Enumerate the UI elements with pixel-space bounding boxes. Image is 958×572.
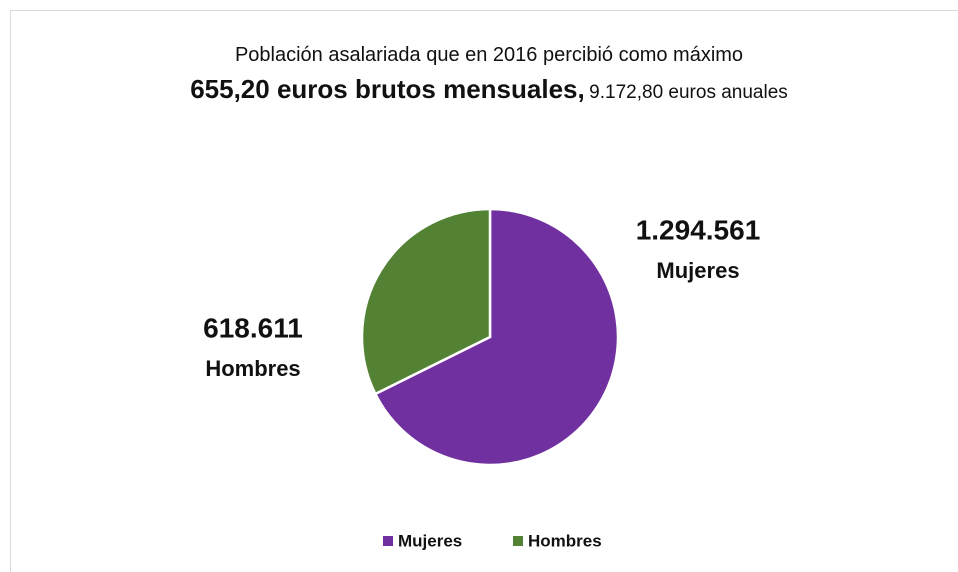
data-label: 618.611 [203,312,303,343]
title-bold: 655,20 euros brutos mensuales, [190,74,585,104]
title-rest: 9.172,80 euros anuales [589,82,788,103]
chart-border [10,10,958,572]
pie-slice [373,207,620,467]
legend-label: Hombres [528,531,602,550]
legend-label: Mujeres [398,531,462,550]
legend-swatch [383,536,393,546]
category-label: Mujeres [656,258,739,283]
chart-title: Población asalariada que en 2016 percibi… [184,38,794,111]
category-label: Hombres [205,356,300,381]
title-line: Población asalariada que en 2016 percibi… [234,44,744,66]
pie-slice [360,207,492,396]
legend-swatch [513,536,523,546]
data-label: 1.294.561 [636,214,761,245]
